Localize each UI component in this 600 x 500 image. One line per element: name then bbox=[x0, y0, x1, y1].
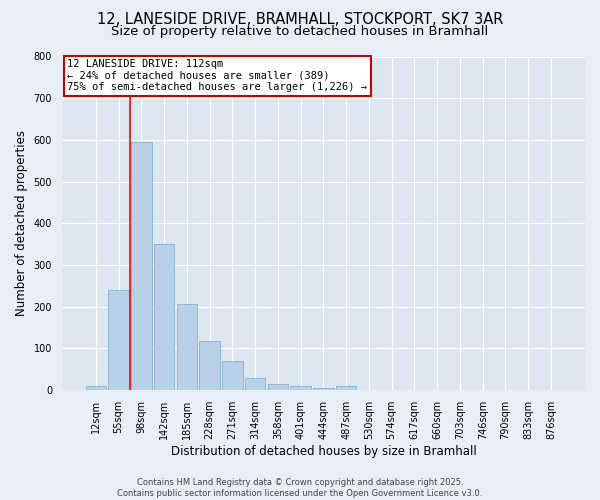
X-axis label: Distribution of detached houses by size in Bramhall: Distribution of detached houses by size … bbox=[170, 444, 476, 458]
Bar bbox=[86, 386, 106, 390]
Bar bbox=[245, 378, 265, 390]
Bar bbox=[199, 340, 220, 390]
Bar bbox=[290, 386, 311, 390]
Text: Size of property relative to detached houses in Bramhall: Size of property relative to detached ho… bbox=[112, 25, 488, 38]
Bar bbox=[109, 290, 129, 390]
Bar bbox=[154, 244, 175, 390]
Text: 12, LANESIDE DRIVE, BRAMHALL, STOCKPORT, SK7 3AR: 12, LANESIDE DRIVE, BRAMHALL, STOCKPORT,… bbox=[97, 12, 503, 28]
Bar bbox=[336, 386, 356, 390]
Y-axis label: Number of detached properties: Number of detached properties bbox=[15, 130, 28, 316]
Bar bbox=[131, 142, 152, 390]
Bar bbox=[176, 304, 197, 390]
Bar bbox=[268, 384, 288, 390]
Text: 12 LANESIDE DRIVE: 112sqm
← 24% of detached houses are smaller (389)
75% of semi: 12 LANESIDE DRIVE: 112sqm ← 24% of detac… bbox=[67, 60, 367, 92]
Text: Contains HM Land Registry data © Crown copyright and database right 2025.
Contai: Contains HM Land Registry data © Crown c… bbox=[118, 478, 482, 498]
Bar bbox=[222, 360, 242, 390]
Bar bbox=[313, 388, 334, 390]
